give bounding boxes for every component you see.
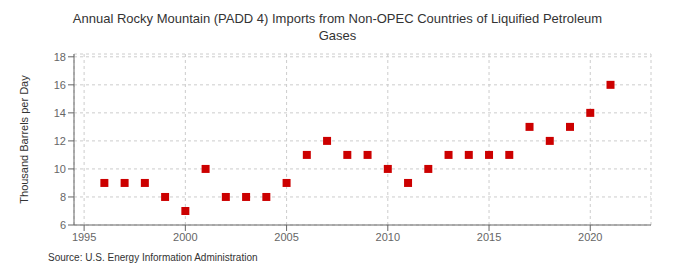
html-text:Gases: Gases bbox=[318, 28, 357, 43]
svg-text:Thousand Barrels per Day: Thousand Barrels per Day bbox=[18, 75, 30, 204]
svg-text:6: 6 bbox=[60, 219, 66, 231]
html-text:Annual Rocky Mountain (PADD 4): Annual Rocky Mountain (PADD 4) Imports f… bbox=[72, 11, 603, 26]
svg-text:8: 8 bbox=[60, 191, 66, 203]
svg-text:12: 12 bbox=[54, 135, 66, 147]
svg-text:2000: 2000 bbox=[173, 231, 197, 243]
svg-text:2005: 2005 bbox=[274, 231, 298, 243]
svg-text:2020: 2020 bbox=[578, 231, 602, 243]
svg-text:2015: 2015 bbox=[477, 231, 501, 243]
svg-text:2010: 2010 bbox=[376, 231, 400, 243]
html-text:Source: U.S. Energy Informatio: Source: U.S. Energy Information Administ… bbox=[48, 252, 258, 263]
svg-text:16: 16 bbox=[54, 79, 66, 91]
svg-text:1995: 1995 bbox=[72, 231, 96, 243]
svg-text:18: 18 bbox=[54, 51, 66, 63]
svg-text:10: 10 bbox=[54, 163, 66, 175]
svg-text:14: 14 bbox=[54, 107, 66, 119]
